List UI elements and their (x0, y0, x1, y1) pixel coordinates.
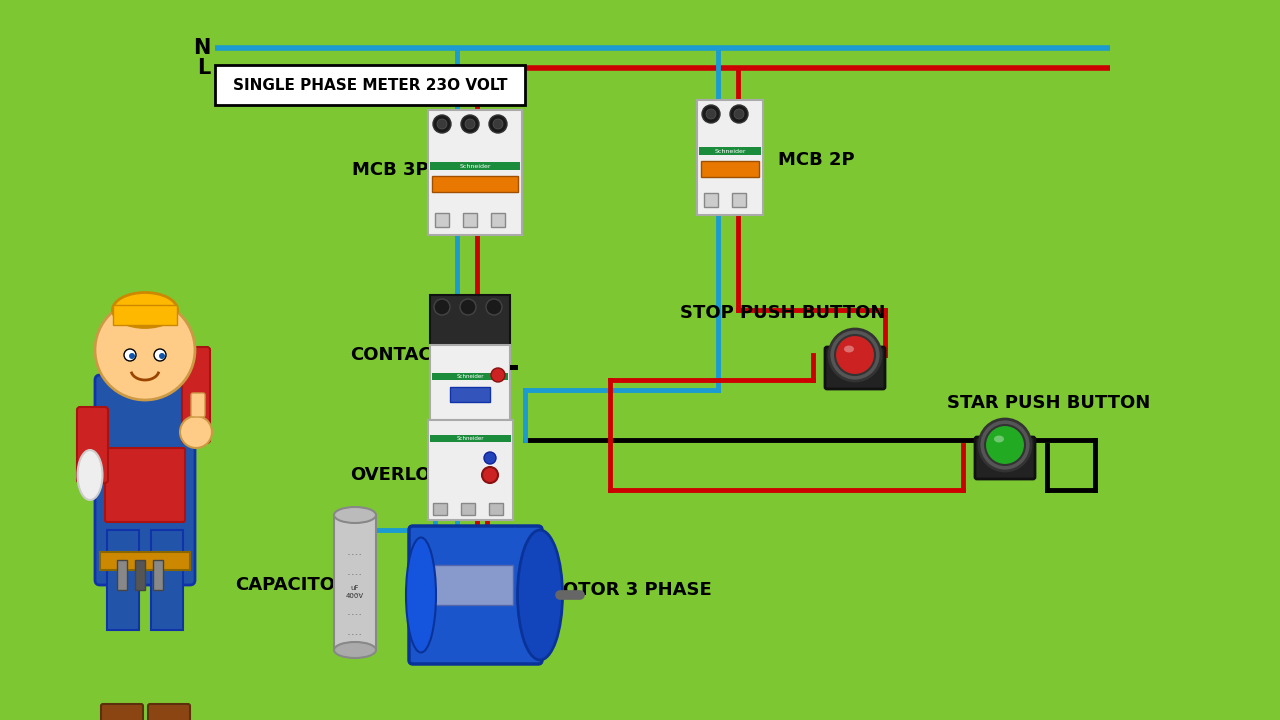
FancyBboxPatch shape (101, 704, 143, 720)
FancyBboxPatch shape (191, 393, 205, 417)
FancyBboxPatch shape (428, 110, 522, 235)
Text: Schneider: Schneider (456, 436, 484, 441)
Circle shape (979, 419, 1030, 471)
Bar (433, 373, 508, 380)
Bar (461, 503, 475, 515)
Text: MCB 2P: MCB 2P (778, 151, 855, 169)
Bar (422, 565, 513, 605)
Circle shape (986, 425, 1025, 465)
Ellipse shape (334, 507, 376, 523)
Circle shape (436, 119, 447, 129)
Bar (433, 176, 518, 192)
Text: CONTACTOR: CONTACTOR (349, 346, 474, 364)
Bar (215, 65, 525, 105)
Bar (151, 530, 183, 630)
Ellipse shape (844, 346, 854, 353)
Bar (154, 560, 163, 590)
FancyBboxPatch shape (77, 407, 108, 483)
Bar (433, 503, 447, 515)
Bar (435, 213, 449, 227)
FancyBboxPatch shape (95, 375, 195, 585)
Bar (463, 213, 477, 227)
Text: - - - -: - - - - (348, 613, 362, 618)
Ellipse shape (78, 450, 102, 500)
Text: - - - -: - - - - (348, 552, 362, 557)
Circle shape (159, 353, 165, 359)
Text: CAPACITOR: CAPACITOR (236, 576, 348, 594)
Bar (704, 193, 718, 207)
Bar (451, 387, 490, 402)
Circle shape (124, 349, 136, 361)
Circle shape (465, 119, 475, 129)
Text: STOP PUSH BUTTON: STOP PUSH BUTTON (680, 304, 886, 322)
Text: OVERLOAD: OVERLOAD (349, 466, 460, 484)
FancyBboxPatch shape (698, 100, 763, 215)
FancyBboxPatch shape (182, 347, 210, 443)
FancyBboxPatch shape (105, 448, 186, 522)
Bar (100, 552, 189, 570)
Ellipse shape (406, 538, 436, 652)
Bar (430, 295, 509, 345)
Bar (334, 515, 376, 650)
Text: Schneider: Schneider (460, 163, 490, 168)
Bar (701, 161, 759, 177)
Text: - - - -: - - - - (348, 572, 362, 577)
Ellipse shape (517, 530, 562, 660)
Circle shape (154, 349, 166, 361)
Circle shape (484, 452, 497, 464)
Circle shape (95, 300, 195, 400)
Bar (116, 560, 127, 590)
FancyBboxPatch shape (826, 347, 884, 389)
Text: - - - -: - - - - (348, 593, 362, 598)
Circle shape (483, 467, 498, 483)
Bar (732, 193, 746, 207)
Text: Schneider: Schneider (456, 374, 484, 379)
Ellipse shape (113, 292, 178, 328)
Circle shape (492, 368, 506, 382)
FancyBboxPatch shape (430, 345, 509, 420)
Bar (430, 435, 511, 442)
Bar (134, 560, 145, 590)
Text: MCB 3P: MCB 3P (352, 161, 429, 179)
Text: SINGLE PHASE METER 23O VOLT: SINGLE PHASE METER 23O VOLT (233, 78, 507, 92)
Circle shape (486, 299, 502, 315)
Circle shape (489, 115, 507, 133)
FancyBboxPatch shape (428, 420, 513, 520)
Circle shape (180, 416, 212, 448)
Bar (430, 162, 520, 170)
Text: Schneider: Schneider (714, 148, 746, 153)
Text: MOTOR 3 PHASE: MOTOR 3 PHASE (545, 581, 712, 599)
Ellipse shape (995, 436, 1004, 443)
Circle shape (835, 335, 876, 375)
Circle shape (461, 115, 479, 133)
Circle shape (730, 105, 748, 123)
Text: STAR PUSH BUTTON: STAR PUSH BUTTON (947, 394, 1151, 412)
Circle shape (434, 299, 451, 315)
Circle shape (733, 109, 744, 119)
FancyBboxPatch shape (975, 437, 1036, 479)
Text: L: L (197, 58, 210, 78)
Circle shape (460, 299, 476, 315)
Circle shape (701, 105, 719, 123)
Text: - - - -: - - - - (348, 632, 362, 637)
Bar (489, 503, 503, 515)
Text: N: N (192, 38, 210, 58)
Text: uF
400V: uF 400V (346, 585, 364, 598)
FancyBboxPatch shape (148, 704, 189, 720)
Circle shape (707, 109, 716, 119)
Ellipse shape (334, 642, 376, 658)
Bar (509, 365, 518, 370)
Circle shape (493, 119, 503, 129)
Bar (699, 147, 762, 155)
Bar (108, 530, 140, 630)
FancyBboxPatch shape (410, 526, 541, 664)
Circle shape (433, 115, 451, 133)
Circle shape (829, 329, 881, 381)
Circle shape (129, 353, 134, 359)
Bar (113, 305, 177, 325)
Bar (492, 213, 506, 227)
